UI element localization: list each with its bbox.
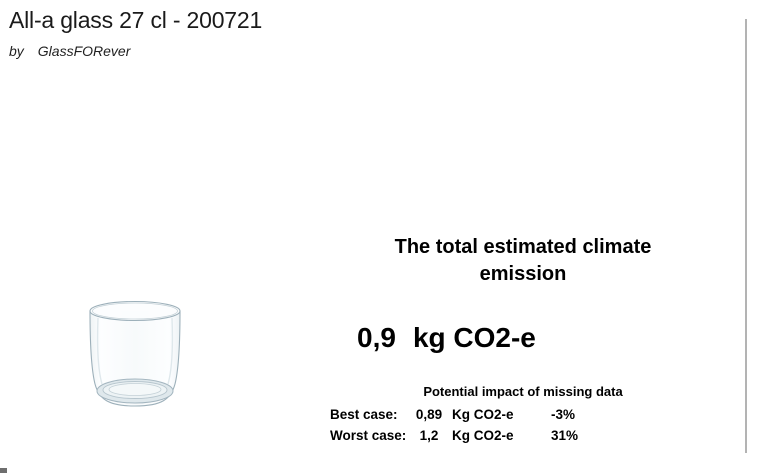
best-case-unit: Kg CO2-e bbox=[452, 407, 514, 422]
byline-brand-name: GlassFORever bbox=[37, 43, 131, 59]
drinking-glass-image bbox=[89, 300, 181, 407]
worst-case-unit: Kg CO2-e bbox=[452, 428, 514, 443]
worst-case-label: Worst case: bbox=[330, 428, 407, 443]
missing-data-heading: Potential impact of missing data bbox=[423, 384, 623, 399]
missing-data-table: Best case: 0,89 Kg CO2-e -3% Worst case:… bbox=[330, 404, 578, 446]
result-unit: kg CO2-e bbox=[412, 322, 536, 353]
result-value: 0,9 bbox=[357, 322, 396, 353]
best-case-value: 0,89 bbox=[415, 407, 443, 422]
result-value-row: 0,9 kg CO2-e bbox=[357, 322, 536, 354]
corner-artifact bbox=[0, 468, 7, 473]
worst-case-value: 1,2 bbox=[419, 428, 439, 443]
product-image bbox=[86, 296, 184, 414]
byline-prefix: by bbox=[9, 43, 24, 59]
best-case-label: Best case: bbox=[330, 407, 398, 422]
page-title: All-a glass 27 cl - 200721 bbox=[9, 7, 263, 33]
byline: by GlassFORever bbox=[9, 43, 130, 59]
page-divider-line bbox=[745, 19, 747, 453]
result-heading: The total estimated climate emission bbox=[394, 236, 652, 285]
best-case-impact: -3% bbox=[551, 407, 576, 422]
worst-case-impact: 31% bbox=[551, 428, 579, 443]
